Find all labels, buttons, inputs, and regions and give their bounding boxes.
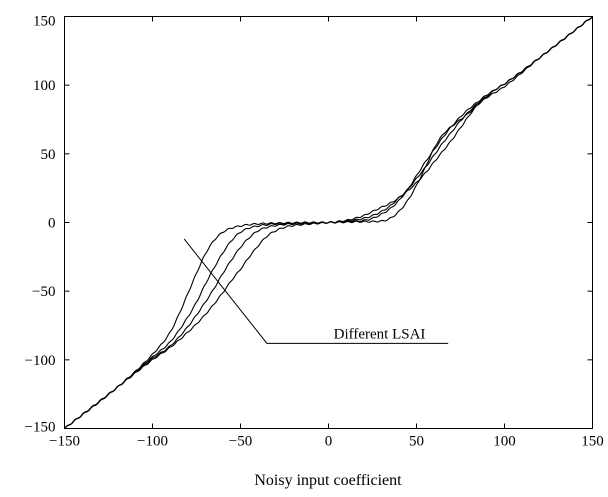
annotation-leader-line <box>183 238 449 344</box>
y-tick-label: 0 <box>48 216 56 232</box>
y-tick-label: −50 <box>32 284 55 300</box>
series-line-4 <box>64 16 593 429</box>
annotation: Different LSAI <box>183 238 449 344</box>
x-tick-label: −50 <box>229 434 252 450</box>
y-tick-label: 100 <box>33 78 56 94</box>
series-layer <box>64 16 593 429</box>
tick-labels: −150 −100 −50 0 50 100 150 −150 −100 −50 0 50 100 150 <box>25 14 604 450</box>
x-tick-label: 0 <box>325 434 333 450</box>
x-tick-label: 150 <box>581 434 604 450</box>
y-tick-label: 150 <box>33 14 56 30</box>
y-tick-label: −100 <box>25 353 56 369</box>
x-axis-label: Noisy input coefficient <box>254 472 402 489</box>
x-tick-label: −150 <box>49 434 80 450</box>
x-tick-label: 100 <box>493 434 516 450</box>
y-tick-label: −150 <box>25 420 56 436</box>
axis-ticks <box>64 16 593 429</box>
annotation-text: Different LSAI <box>334 326 426 342</box>
y-tick-label: 50 <box>41 147 56 163</box>
x-tick-label: 50 <box>409 434 424 450</box>
x-tick-label: −100 <box>137 434 168 450</box>
